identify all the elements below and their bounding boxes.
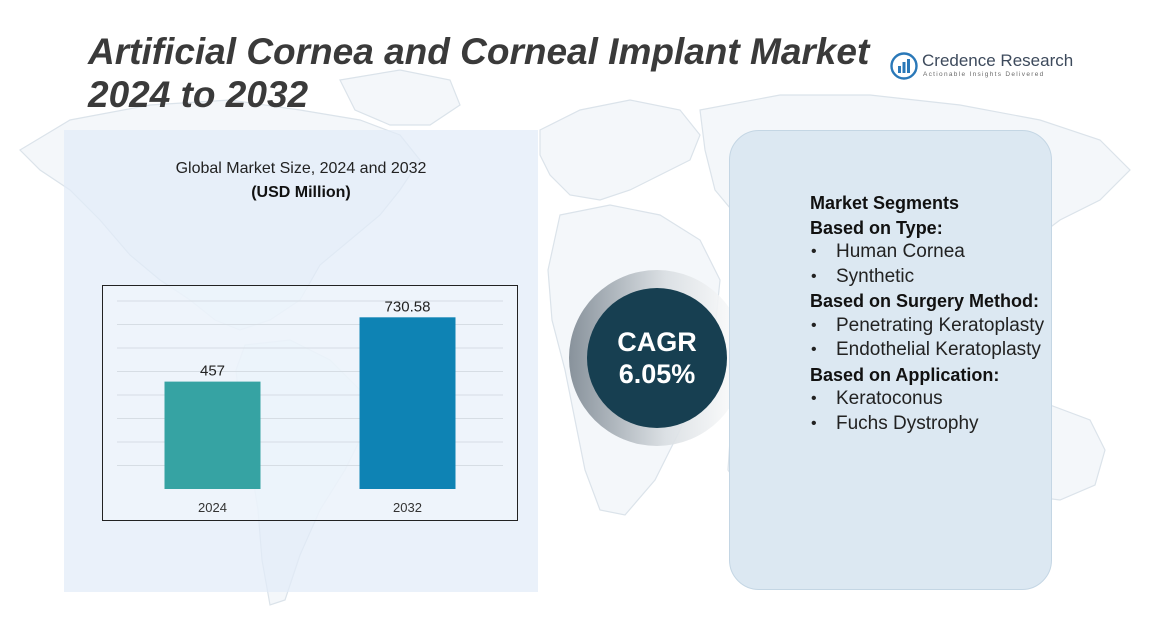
cagr-ring bbox=[569, 270, 738, 446]
cagr-value: 6.05% bbox=[618, 359, 696, 389]
segments-heading: Market Segments bbox=[810, 193, 960, 213]
logo-tagline: Actionable Insights Delivered bbox=[923, 71, 1045, 78]
bar-2024 bbox=[164, 381, 261, 489]
page-title: Artificial Cornea and Corneal Implant Ma… bbox=[88, 31, 870, 115]
segment-item: Endothelial Keratoplasty bbox=[810, 338, 1045, 363]
market-size-chart-panel: Global Market Size, 2024 and 2032 (USD M… bbox=[64, 130, 538, 592]
chart-title: Global Market Size, 2024 and 2032 bbox=[175, 160, 427, 177]
chart-plot-area: 457 2024 730.58 2032 bbox=[102, 285, 518, 521]
map-europe bbox=[539, 99, 701, 201]
brand-logo: Credence Research Actionable Insights De… bbox=[890, 50, 1080, 82]
segment-item: Keratoconus bbox=[810, 387, 1045, 412]
data-label-2032: 730.58 bbox=[385, 298, 431, 315]
segment-group-title: Based on Application: bbox=[810, 364, 1000, 385]
bar-2032 bbox=[359, 317, 456, 489]
segment-item: Fuchs Dystrophy bbox=[810, 412, 1045, 437]
chart-subtitle: (USD Million) bbox=[251, 184, 351, 201]
cagr-label: CAGR bbox=[617, 327, 697, 357]
segment-group-title: Based on Type: bbox=[810, 217, 943, 238]
data-label-2024: 457 bbox=[200, 363, 225, 380]
market-segments-panel: Market Segments Based on Type: Human Cor… bbox=[729, 130, 1052, 590]
tick-label-2024: 2024 bbox=[198, 500, 227, 515]
cagr-badge: CAGR 6.05% bbox=[558, 268, 738, 448]
map-greenland bbox=[339, 69, 461, 126]
segment-item: Synthetic bbox=[810, 265, 1045, 290]
segment-group-title: Based on Surgery Method: bbox=[810, 291, 1040, 311]
cagr-text: CAGR 6.05% bbox=[587, 288, 727, 428]
bar-chart-circle-icon bbox=[890, 52, 918, 80]
segment-item: Human Cornea bbox=[810, 240, 1045, 265]
bar-chart: 457 2024 730.58 2032 bbox=[117, 298, 503, 515]
segment-item: Penetrating Keratoplasty bbox=[810, 314, 1045, 339]
logo-name: Credence Research bbox=[922, 51, 1074, 70]
segments-list: Market Segments Based on Type: Human Cor… bbox=[810, 191, 1045, 436]
tick-label-2032: 2032 bbox=[393, 500, 422, 515]
